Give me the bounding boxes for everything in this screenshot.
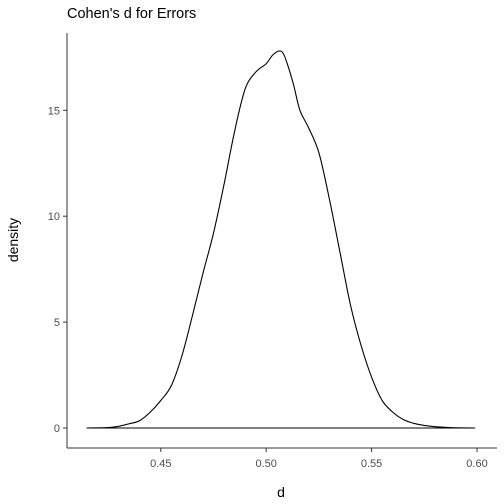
y-tick-label: 10 <box>48 211 60 223</box>
y-axis-title: density <box>5 218 21 262</box>
y-axis-ticks: 0 5 10 15 <box>48 105 67 435</box>
chart-title: Cohen's d for Errors <box>67 6 196 22</box>
x-tick-label: 0.60 <box>466 458 487 470</box>
density-curve <box>86 50 476 429</box>
x-tick-label: 0.50 <box>255 458 276 470</box>
plot-area <box>86 50 476 429</box>
x-axis-ticks: 0.45 0.50 0.55 0.60 <box>150 448 488 470</box>
y-tick-label: 5 <box>54 317 60 329</box>
x-axis-title: d <box>277 484 285 500</box>
x-tick-label: 0.55 <box>361 458 382 470</box>
y-tick-label: 15 <box>48 105 60 117</box>
x-tick-label: 0.45 <box>150 458 171 470</box>
y-tick-label: 0 <box>54 423 60 435</box>
